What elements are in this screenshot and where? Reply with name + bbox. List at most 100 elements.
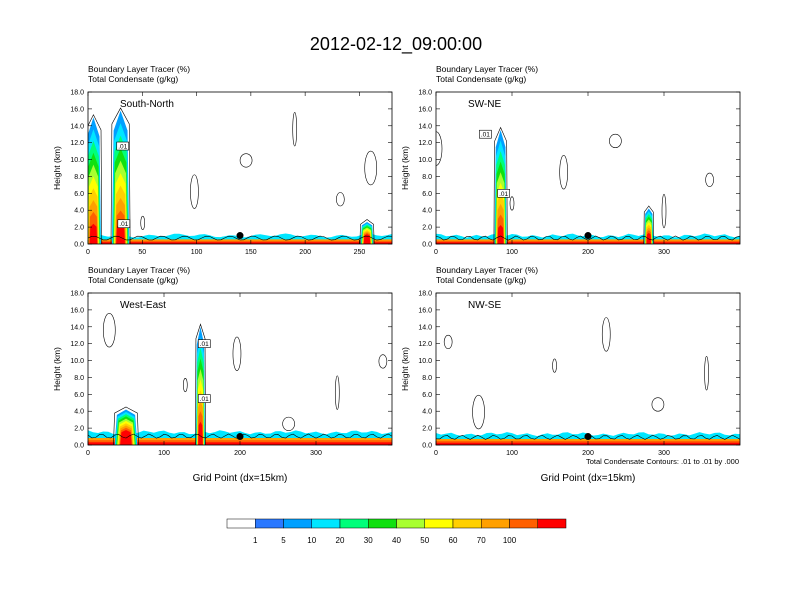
condensate-contour (88, 235, 392, 241)
y-tick-label: 16.0 (70, 307, 84, 314)
contour-label: .01 (119, 221, 128, 228)
plot-area: .01 .01 (88, 92, 392, 244)
tracer-plume (89, 223, 98, 244)
y-tick-label: 2.0 (422, 426, 432, 433)
colorbar-label: 30 (364, 536, 373, 545)
condensate-contour (651, 397, 665, 412)
y-tick-label: 18.0 (70, 291, 84, 298)
location-marker (236, 433, 244, 441)
y-tick-label: 12.0 (418, 341, 432, 348)
y-tick-label: 6.0 (422, 392, 432, 399)
y-tick-label: 16.0 (418, 106, 432, 113)
contour-label-box (479, 129, 492, 139)
y-tick-label: 10.0 (418, 358, 432, 365)
condensate-contour (443, 334, 453, 350)
y-axis-label: Height (km) (52, 146, 62, 190)
y-tick-label: 4.0 (74, 208, 84, 215)
y-tick-label: 10.0 (70, 157, 84, 164)
colorbar: 1 5 10 20 30 40 50 60 70 100 (226, 518, 567, 545)
plot-area (436, 293, 740, 445)
condensate-contour (436, 131, 443, 166)
condensate-contour (509, 196, 515, 211)
tracer-plume (646, 232, 652, 244)
x-tick-label: 200 (582, 450, 594, 457)
panel-header-line: Total Condensate (g/kg) (436, 275, 526, 285)
condensate-contour (661, 193, 667, 229)
panel-label: South-North (120, 99, 174, 110)
y-tick-label: 14.0 (418, 123, 432, 130)
colorbar-label: 10 (307, 536, 316, 545)
y-axis-label: Height (km) (400, 146, 410, 190)
colorbar-label: 40 (392, 536, 401, 545)
condensate-contour (88, 114, 103, 244)
condensate-contour (493, 126, 508, 244)
y-tick-label: 6.0 (74, 191, 84, 198)
panel-header-line: Total Condensate (g/kg) (88, 275, 178, 285)
x-tick-label: 200 (582, 249, 594, 256)
colorbar-label: 70 (477, 536, 486, 545)
x-axis-label: Grid Point (dx=15km) (193, 473, 288, 484)
y-tick-label: 0.0 (74, 242, 84, 249)
condensate-contour (190, 174, 199, 209)
y-tick-label: 0.0 (74, 443, 84, 450)
condensate-contour (609, 133, 622, 149)
y-tick-label: 10.0 (418, 157, 432, 164)
colorbar-swatch (311, 518, 341, 529)
panel-header-line: Total Condensate (g/kg) (436, 74, 526, 84)
x-tick-label: 50 (138, 249, 146, 256)
panel-header-line: Boundary Layer Tracer (%) (436, 265, 538, 275)
condensate-contour (195, 323, 206, 445)
y-tick-label: 18.0 (70, 90, 84, 97)
footnote: Total Condensate Contours: .01 to .01 by… (586, 457, 739, 466)
plot-background (88, 293, 392, 445)
colorbar-label: 100 (503, 536, 517, 545)
condensate-contour (334, 375, 340, 410)
colorbar-swatch (452, 518, 482, 529)
panel: Boundary Layer Tracer (%)Total Condensat… (52, 265, 393, 484)
colorbar-label: 50 (420, 536, 429, 545)
condensate-contour (182, 377, 188, 393)
condensate-contour (643, 205, 655, 244)
condensate-contour (705, 172, 714, 187)
x-tick-label: 100 (158, 450, 170, 457)
contour-label: .01 (200, 341, 209, 348)
plot-background (436, 92, 740, 244)
panel-label: NW-SE (468, 300, 501, 311)
panel-header-line: Boundary Layer Tracer (%) (436, 64, 538, 74)
condensate-contour (113, 406, 139, 445)
condensate-contour (359, 219, 375, 244)
y-tick-label: 18.0 (418, 291, 432, 298)
x-tick-label: 0 (434, 249, 438, 256)
y-tick-label: 4.0 (422, 208, 432, 215)
contour-label: .01 (499, 191, 508, 198)
y-tick-label: 12.0 (70, 140, 84, 147)
tracer-plume (363, 234, 371, 244)
condensate-contour (704, 356, 709, 391)
condensate-contour (378, 354, 388, 369)
contour-label-box (116, 141, 130, 151)
y-tick-label: 2.0 (422, 225, 432, 232)
colorbar-swatch (226, 518, 256, 529)
y-tick-label: 12.0 (418, 140, 432, 147)
condensate-contour (292, 111, 298, 147)
y-tick-label: 6.0 (74, 392, 84, 399)
figure-title: 2012-02-12_09:00:00 (310, 34, 482, 55)
colorbar-swatch (339, 518, 369, 529)
colorbar-label: 20 (336, 536, 345, 545)
panel-header-line: Total Condensate (g/kg) (88, 74, 178, 84)
y-tick-label: 16.0 (70, 106, 84, 113)
y-tick-label: 8.0 (422, 375, 432, 382)
contour-label-box (117, 219, 131, 229)
y-tick-label: 8.0 (74, 375, 84, 382)
panel: Boundary Layer Tracer (%)Total Condensat… (52, 64, 393, 256)
condensate-contour (601, 317, 611, 352)
x-tick-label: 200 (234, 450, 246, 457)
colorbar-swatch (283, 518, 312, 529)
plot-background (88, 92, 392, 244)
x-axis-label: Grid Point (dx=15km) (541, 473, 636, 484)
x-tick-label: 100 (506, 450, 518, 457)
y-tick-label: 8.0 (422, 174, 432, 181)
colorbar-label: 5 (281, 536, 286, 545)
y-tick-label: 12.0 (70, 341, 84, 348)
condensate-contour (364, 150, 378, 186)
